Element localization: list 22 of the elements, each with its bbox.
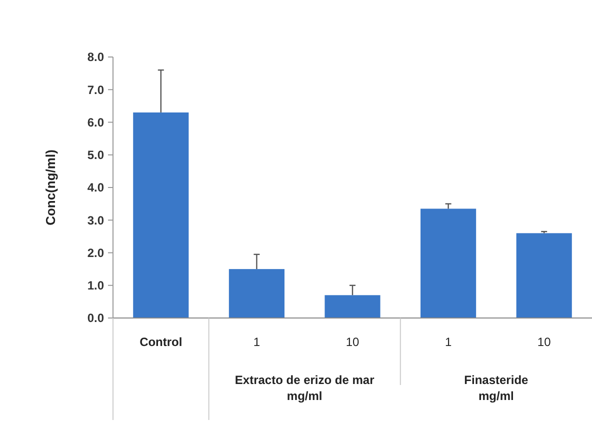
y-tick-label: 5.0 (87, 148, 104, 162)
y-tick-label: 1.0 (87, 278, 104, 293)
x-tick-label: 10 (346, 335, 360, 349)
y-tick-label: 2.0 (87, 246, 104, 260)
bar (324, 295, 380, 318)
y-axis-title: Conc(ng/ml) (43, 150, 58, 226)
y-tick-label: 7.0 (87, 82, 104, 97)
x-tick-label: 1 (253, 335, 260, 349)
y-tick-label: 4.0 (87, 180, 104, 195)
y-tick-label: 6.0 (87, 115, 104, 130)
bar (516, 233, 572, 318)
y-tick-label: 3.0 (87, 213, 104, 228)
text: Extracto de erizo de mar mg/ml (234, 373, 375, 403)
x-tick-label: Control (140, 335, 182, 349)
bar (228, 269, 284, 318)
y-tick-label: 8.0 (87, 50, 104, 64)
bar (420, 208, 476, 318)
x-tick-label: 1 (444, 335, 452, 349)
x-tick-label: 10 (537, 335, 552, 349)
y-tick-label: 0.0 (87, 311, 104, 326)
text: Finasteride mg/ml (464, 373, 529, 403)
bar (133, 112, 189, 318)
